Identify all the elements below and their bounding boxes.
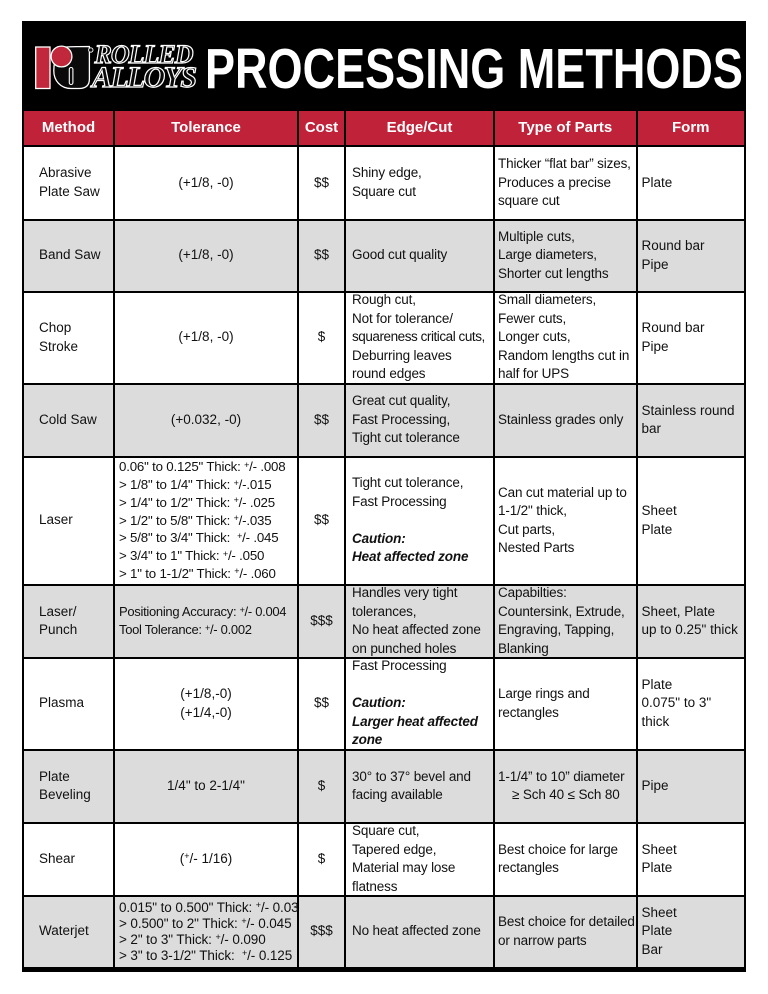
- svg-text:ALLOYS: ALLOYS: [90, 61, 197, 94]
- svg-text:ROLLED: ROLLED: [94, 43, 194, 69]
